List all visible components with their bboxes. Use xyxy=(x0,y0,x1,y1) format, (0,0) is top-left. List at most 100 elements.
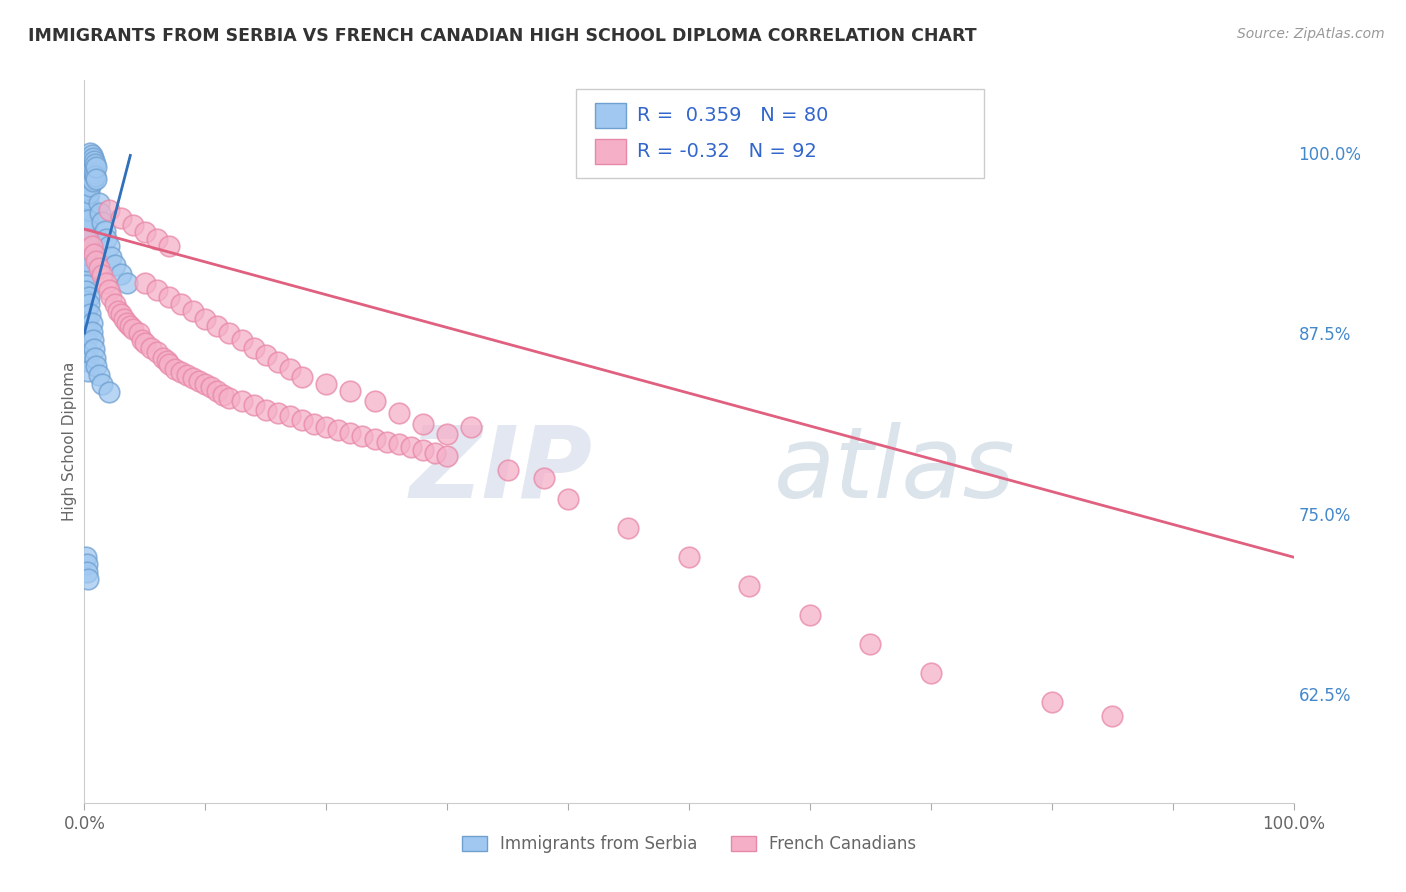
Point xyxy=(181,304,204,318)
Point xyxy=(339,384,361,398)
Point xyxy=(460,420,482,434)
Point xyxy=(315,420,337,434)
Point xyxy=(181,371,204,385)
Text: IMMIGRANTS FROM SERBIA VS FRENCH CANADIAN HIGH SCHOOL DIPLOMA CORRELATION CHART: IMMIGRANTS FROM SERBIA VS FRENCH CANADIA… xyxy=(28,27,977,45)
Point xyxy=(80,160,103,174)
Point xyxy=(436,427,458,442)
Point xyxy=(76,243,98,257)
Point xyxy=(200,379,222,393)
Point xyxy=(76,167,98,181)
Point xyxy=(80,325,103,339)
Point xyxy=(194,376,217,391)
Point xyxy=(75,246,97,260)
Point xyxy=(194,311,217,326)
Point xyxy=(121,322,143,336)
Point xyxy=(76,315,98,329)
Point xyxy=(388,437,411,451)
Point xyxy=(533,471,555,485)
Point xyxy=(388,406,411,420)
Point xyxy=(231,334,253,348)
Point xyxy=(77,232,100,246)
Point xyxy=(75,215,97,229)
Point xyxy=(254,402,277,417)
Point xyxy=(242,341,264,355)
Point xyxy=(80,148,103,162)
Point xyxy=(1040,695,1063,709)
Point xyxy=(89,206,111,220)
Point xyxy=(278,409,301,423)
Point xyxy=(77,572,100,586)
Point xyxy=(423,446,446,460)
Point xyxy=(76,211,98,225)
Point xyxy=(76,304,98,318)
Point xyxy=(267,406,290,420)
Point xyxy=(76,220,98,235)
Point xyxy=(77,290,100,304)
Point xyxy=(352,429,374,443)
Point xyxy=(82,162,104,177)
Point xyxy=(77,162,100,177)
Point xyxy=(97,385,120,400)
Point xyxy=(86,359,108,374)
Point xyxy=(115,276,138,290)
Point xyxy=(131,334,153,348)
Point xyxy=(84,351,107,365)
Point xyxy=(77,170,100,185)
Point xyxy=(128,326,150,341)
Point xyxy=(87,368,110,382)
Point xyxy=(94,223,117,237)
Point xyxy=(75,285,97,299)
Point xyxy=(76,178,98,192)
Point xyxy=(678,550,700,565)
Point xyxy=(77,182,100,196)
Point xyxy=(859,637,882,651)
Point xyxy=(80,171,103,186)
Text: R =  0.359   N = 80: R = 0.359 N = 80 xyxy=(637,106,828,126)
Point xyxy=(77,353,100,368)
Point xyxy=(87,196,110,211)
Point xyxy=(399,440,422,454)
Point xyxy=(82,151,104,165)
Point xyxy=(91,268,114,283)
Point xyxy=(84,169,107,183)
Point xyxy=(83,342,105,356)
Point xyxy=(315,376,337,391)
Point xyxy=(176,368,198,382)
Point xyxy=(170,297,193,311)
Point xyxy=(91,215,114,229)
Point xyxy=(146,283,169,297)
Point xyxy=(110,211,132,225)
Point xyxy=(77,325,100,339)
Point xyxy=(146,345,169,359)
Point xyxy=(134,225,156,239)
Point xyxy=(76,199,98,213)
Point xyxy=(242,399,264,413)
Point xyxy=(218,326,240,341)
Point xyxy=(77,364,100,378)
Point xyxy=(121,218,143,232)
Point xyxy=(278,362,301,376)
Point xyxy=(75,182,97,196)
Point xyxy=(254,348,277,362)
Point xyxy=(80,239,103,253)
Point xyxy=(267,355,290,369)
Point xyxy=(412,417,434,432)
Point xyxy=(77,160,100,174)
Point xyxy=(76,232,98,246)
Point xyxy=(291,413,314,427)
Point xyxy=(104,297,127,311)
Point xyxy=(134,336,156,351)
Point xyxy=(120,318,142,333)
Point xyxy=(77,213,100,227)
Point xyxy=(75,258,97,272)
Point xyxy=(557,492,579,507)
Point xyxy=(157,357,180,371)
Point xyxy=(115,316,138,330)
Point xyxy=(155,353,177,368)
Point xyxy=(363,432,385,446)
Point xyxy=(75,268,97,283)
Point xyxy=(112,311,135,326)
Point xyxy=(79,145,101,160)
Point xyxy=(79,157,101,171)
Point xyxy=(77,203,100,218)
